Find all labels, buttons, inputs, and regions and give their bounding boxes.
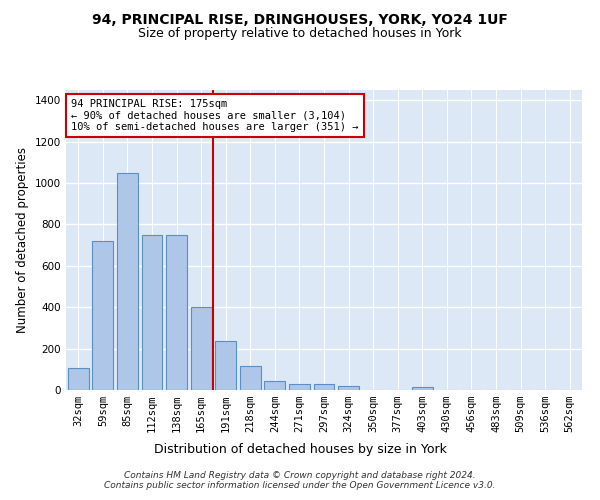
Bar xyxy=(92,241,113,390)
Bar xyxy=(314,384,334,390)
Bar xyxy=(68,368,89,390)
Text: Distribution of detached houses by size in York: Distribution of detached houses by size … xyxy=(154,442,446,456)
Text: Contains HM Land Registry data © Crown copyright and database right 2024.
Contai: Contains HM Land Registry data © Crown c… xyxy=(104,470,496,490)
Bar xyxy=(338,386,359,390)
Text: Size of property relative to detached houses in York: Size of property relative to detached ho… xyxy=(138,28,462,40)
Bar xyxy=(215,342,236,390)
Y-axis label: Number of detached properties: Number of detached properties xyxy=(16,147,29,333)
Text: 94 PRINCIPAL RISE: 175sqm
← 90% of detached houses are smaller (3,104)
10% of se: 94 PRINCIPAL RISE: 175sqm ← 90% of detac… xyxy=(71,99,359,132)
Bar xyxy=(265,380,286,390)
Bar xyxy=(117,173,138,390)
Bar xyxy=(166,235,187,390)
Bar xyxy=(240,366,261,390)
Bar xyxy=(289,384,310,390)
Bar xyxy=(191,307,212,390)
Text: 94, PRINCIPAL RISE, DRINGHOUSES, YORK, YO24 1UF: 94, PRINCIPAL RISE, DRINGHOUSES, YORK, Y… xyxy=(92,12,508,26)
Bar xyxy=(142,235,163,390)
Bar xyxy=(412,387,433,390)
